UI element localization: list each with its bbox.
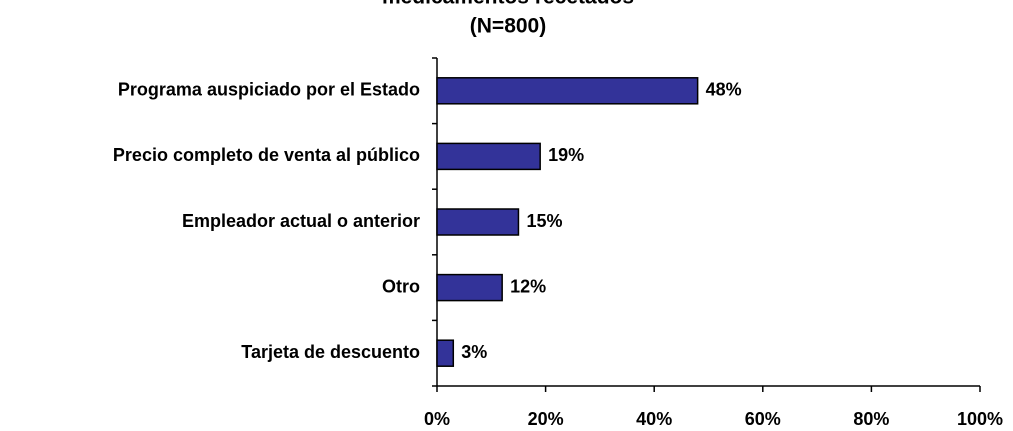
x-tick-label: 60% xyxy=(745,409,781,429)
bar xyxy=(436,339,455,367)
x-tick-label: 0% xyxy=(424,409,450,429)
category-label: Tarjeta de descuento xyxy=(241,342,420,362)
value-label: 48% xyxy=(706,80,742,100)
category-label: Empleador actual o anterior xyxy=(182,211,420,231)
value-label: 15% xyxy=(526,211,562,231)
bar xyxy=(436,77,699,105)
category-label: Precio completo de venta al público xyxy=(113,145,420,165)
x-tick-label: 80% xyxy=(853,409,889,429)
category-label: Programa auspiciado por el Estado xyxy=(118,80,420,100)
value-label: 3% xyxy=(461,342,487,362)
value-label: 12% xyxy=(510,276,546,296)
x-tick-label: 40% xyxy=(636,409,672,429)
x-tick-label: 100% xyxy=(957,409,1003,429)
bar xyxy=(436,208,520,236)
x-tick-label: 20% xyxy=(528,409,564,429)
chart-subtitle: (N=800) xyxy=(470,15,546,38)
bar xyxy=(436,273,503,302)
bar xyxy=(436,142,541,171)
category-label: Otro xyxy=(382,276,420,296)
chart-title: medicamentos recetados xyxy=(382,0,634,9)
value-label: 19% xyxy=(548,145,584,165)
